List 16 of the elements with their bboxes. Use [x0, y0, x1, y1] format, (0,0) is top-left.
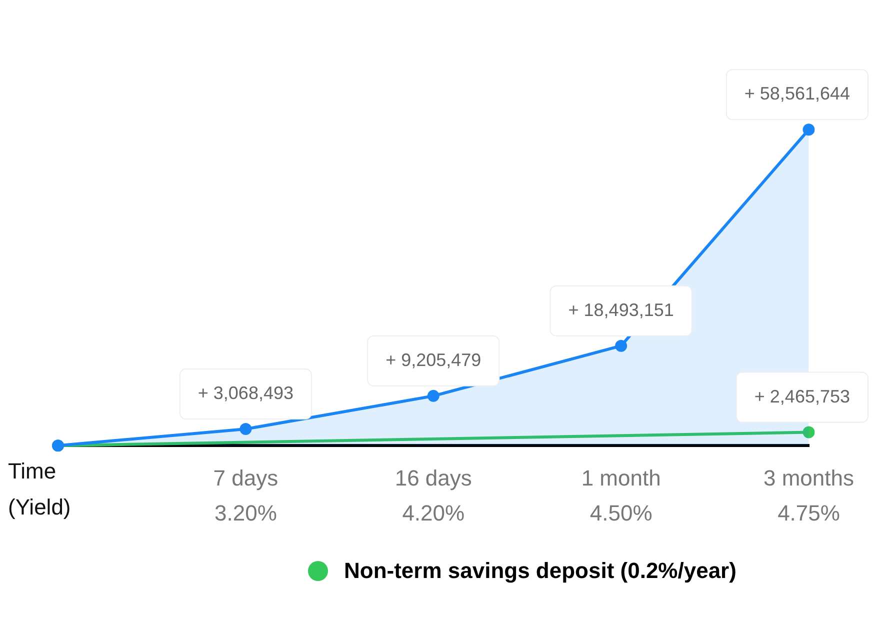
data-label: + 18,493,151	[568, 300, 674, 320]
point	[802, 426, 815, 438]
x-tick-label: 1 month 4.50%	[581, 465, 661, 526]
data-label: + 58,561,644	[744, 84, 850, 104]
x-axis-title: Time (Yield)	[8, 458, 71, 520]
data-label: + 2,465,753	[754, 386, 850, 406]
x-tick-label: 7 days 3.20%	[213, 465, 278, 526]
point	[802, 124, 815, 136]
point	[427, 390, 440, 402]
x-tick-label: 16 days 4.20%	[394, 465, 472, 526]
data-label: + 9,205,479	[386, 350, 482, 370]
point	[615, 340, 628, 352]
x-tick-label: 3 months 4.75%	[764, 465, 854, 526]
legend-label: Non-term savings deposit (0.2%/year)	[344, 558, 736, 584]
point	[240, 423, 252, 436]
data-label: + 3,068,493	[198, 383, 294, 404]
